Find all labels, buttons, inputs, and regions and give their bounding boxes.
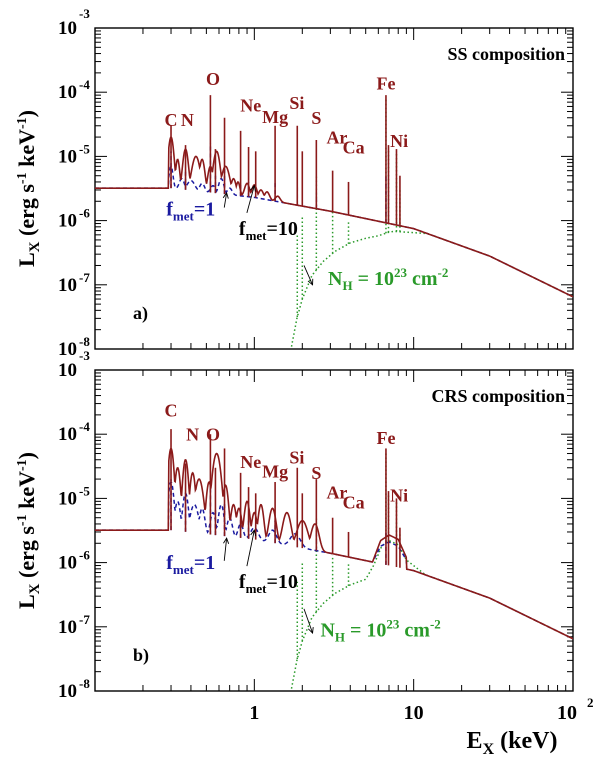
element-label: N [186, 424, 199, 444]
annotation-fmet10: fmet=10 [239, 571, 298, 596]
spectrum-absorbed [290, 539, 573, 689]
element-label: C [165, 400, 178, 420]
y-tick-label: 10 [58, 211, 77, 232]
annotation-fmet1: fmet=1 [166, 199, 215, 224]
spectrum-fmet10 [95, 135, 573, 298]
panel-b: 10-810-710-610-510 -410-3CN ONe MgSiSArCaFe… [14, 348, 574, 702]
annotation-fmet10: fmet=10 [239, 218, 298, 243]
y-axis-label: LX (erg s-1 keV-1) [14, 452, 43, 609]
element-label: Si [289, 447, 304, 467]
annotation-arrowhead [222, 191, 229, 199]
element-label: Fe [376, 74, 395, 94]
element-label: S [311, 463, 321, 483]
y-tick-label: 10 [58, 488, 77, 509]
element-label: Ni [390, 485, 408, 505]
element-label: Ca [343, 492, 365, 512]
y-tick-exponent: -3 [79, 6, 90, 21]
annotation-arrowhead [250, 184, 256, 192]
element-label: O [206, 424, 220, 444]
element-label: Ar [326, 127, 347, 147]
panel-label: b) [133, 645, 149, 666]
x-axis-label: EX (keV) [467, 728, 558, 758]
annotation-arrow [246, 185, 255, 213]
annotation-fmet1: fmet=1 [166, 552, 215, 577]
element-label: Ne [240, 452, 261, 472]
y-tick-exponent: -4 [79, 77, 90, 92]
element-label: Mg [262, 107, 288, 127]
annotation-arrow [223, 192, 228, 208]
y-tick-exponent: -6 [79, 206, 90, 221]
y-tick-exponent: -3 [79, 348, 90, 363]
y-axis-label: LX (erg s-1 keV-1) [14, 110, 43, 267]
annotation-arrow [223, 538, 228, 561]
annotation-arrowhead [223, 537, 230, 544]
element-label: Ar [326, 482, 347, 502]
annotation-arrow [303, 265, 313, 285]
x-tick-label: 10 [557, 702, 577, 724]
spectrum-fmet10-group [95, 95, 573, 298]
y-tick-label: 10 [58, 360, 77, 381]
element-label: C [165, 110, 178, 130]
spectrum-fmet10-group [95, 429, 573, 640]
y-tick-label: 10 [58, 18, 77, 39]
y-tick-label: 10 [58, 681, 77, 702]
element-label: S [311, 108, 321, 128]
y-tick-exponent: -5 [79, 141, 90, 156]
element-label: Si [289, 93, 304, 113]
y-tick-exponent: -8 [79, 676, 90, 691]
x-tick-exponent: 2 [587, 695, 594, 710]
y-tick-label: 10 [58, 339, 77, 360]
panel-label: a) [133, 303, 148, 324]
element-label: Fe [376, 428, 395, 448]
panel-title: SS composition [447, 44, 565, 64]
element-label: Ne [240, 96, 261, 116]
annotation-arrowhead [307, 627, 314, 634]
element-label: Ni [390, 131, 408, 151]
y-tick-label: 10 [58, 424, 77, 445]
panel-title: CRS composition [431, 386, 565, 406]
y-tick-label: 10 [58, 553, 77, 574]
annotation-nh: NH = 1023 cm-2 [320, 617, 440, 645]
element-label: Ca [343, 138, 365, 158]
element-label: Mg [262, 462, 288, 482]
y-tick-exponent: -5 [79, 483, 90, 498]
panel-a: 10-810-710-610-510 -410-3C NONeMgSiSArCaFe… [14, 6, 574, 360]
annotation-arrow [303, 608, 313, 634]
x-tick-label: 1 [249, 702, 259, 724]
y-tick-label: 10 [58, 146, 77, 167]
y-tick-exponent: -8 [79, 334, 90, 349]
x-tick-label: 10 [404, 702, 424, 724]
annotation-arrowhead [250, 529, 257, 537]
y-tick-exponent: -6 [79, 548, 90, 563]
spectrum-fmet10 [95, 447, 573, 640]
y-tick-label: 10 [58, 82, 77, 103]
annotation-arrow [246, 530, 255, 567]
element-label: N [181, 110, 194, 130]
y-tick-exponent: -4 [79, 419, 90, 434]
shared-axis-labels: 1 10 10 2 EX (keV) [249, 695, 593, 758]
annotation-nh: NH = 1023 cm-2 [328, 265, 448, 293]
y-tick-label: 10 [58, 617, 77, 638]
annotation-arrowhead [307, 278, 314, 286]
y-tick-exponent: -7 [79, 270, 90, 285]
y-tick-exponent: -7 [79, 612, 90, 627]
y-tick-label: 10 [58, 275, 77, 296]
element-label: O [206, 69, 220, 89]
